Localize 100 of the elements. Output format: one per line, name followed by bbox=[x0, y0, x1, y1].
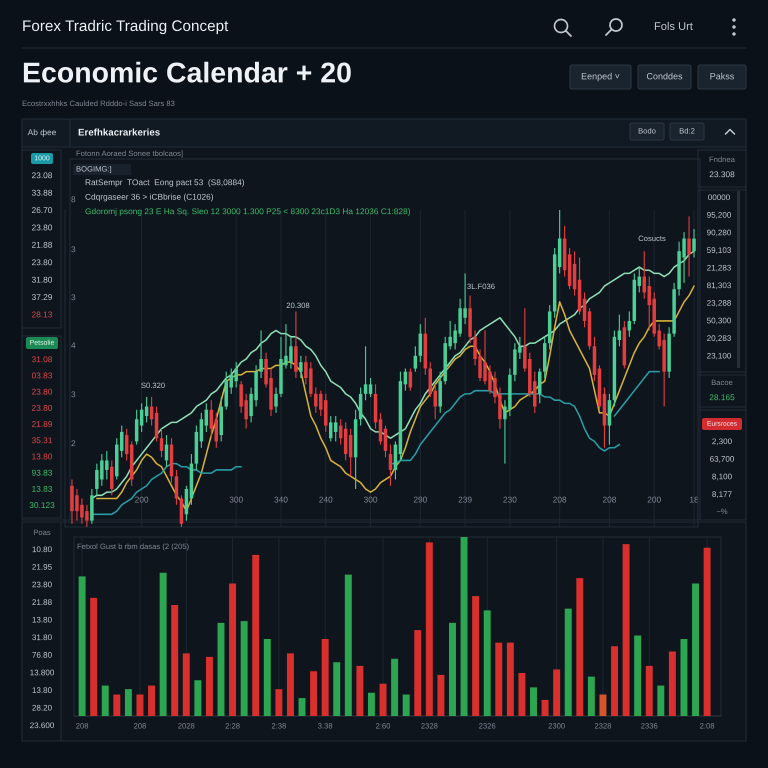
bar bbox=[136, 694, 144, 716]
bar bbox=[646, 666, 653, 716]
text: Cdqrgaseer 36 > iCBbrise (C1026) bbox=[85, 194, 214, 202]
text: 23.80 bbox=[32, 404, 52, 411]
candlestick bbox=[414, 346, 418, 372]
bar bbox=[680, 639, 688, 716]
x-tick-label: 290 bbox=[414, 496, 427, 503]
bar bbox=[391, 658, 398, 716]
text: 81,303 bbox=[707, 282, 731, 290]
candlestick bbox=[692, 228, 696, 258]
candlestick bbox=[418, 324, 422, 363]
bar bbox=[333, 662, 340, 716]
annotation: 3 bbox=[71, 294, 76, 300]
bar bbox=[356, 666, 364, 716]
bar bbox=[240, 621, 248, 716]
annotation: Gdoromj psong 23 E Ha Sq. Sleo 12 3000 1.300 P25 < 8300 23c1D3 Ha 12036 C1:828) bbox=[85, 208, 410, 216]
text: 63,700 bbox=[710, 456, 734, 463]
text: Ab фее bbox=[28, 129, 56, 137]
text: 90,280 bbox=[707, 230, 732, 236]
candlestick bbox=[687, 216, 691, 278]
text: Economic Calendar + 20 bbox=[24, 62, 351, 83]
annotation: 4 bbox=[71, 342, 76, 348]
x-tick-label: 200 bbox=[648, 496, 661, 503]
bar bbox=[182, 653, 190, 716]
bar bbox=[194, 680, 202, 716]
bar bbox=[449, 622, 456, 716]
bar bbox=[437, 674, 444, 716]
bar bbox=[553, 669, 560, 716]
bar bbox=[298, 698, 306, 716]
text: 26.70 bbox=[32, 207, 52, 214]
text: 93.83 bbox=[32, 470, 52, 476]
text: 21.88 bbox=[32, 242, 52, 248]
bar bbox=[344, 574, 352, 716]
annotation: 2 bbox=[71, 440, 76, 446]
bar bbox=[530, 687, 537, 716]
bar bbox=[206, 656, 213, 716]
text: Pakss bbox=[710, 72, 734, 80]
text: 21.95 bbox=[32, 564, 52, 570]
text: Eenped ˅ bbox=[582, 72, 620, 82]
text: 50,300 bbox=[707, 318, 732, 324]
candlestick bbox=[164, 434, 168, 468]
text: 21,283 bbox=[707, 264, 731, 272]
text: 23.08 bbox=[32, 172, 52, 178]
text: 23,288 bbox=[707, 300, 731, 307]
bar bbox=[692, 584, 700, 716]
text: Forex Tradric Trading Concept bbox=[23, 20, 228, 34]
text: 8,177 bbox=[712, 491, 732, 498]
text: 8,100 bbox=[712, 474, 732, 480]
text: 10.80 bbox=[32, 546, 52, 552]
text: 13.80 bbox=[32, 687, 52, 693]
bar bbox=[542, 700, 549, 716]
bar bbox=[148, 686, 156, 716]
bar bbox=[102, 686, 109, 716]
candlestick bbox=[174, 469, 178, 506]
text: RatSempr TOact Eong pact 53 (S8,0884) bbox=[86, 179, 244, 187]
text: 31.80 bbox=[32, 276, 52, 283]
text: 13.800 bbox=[30, 670, 54, 676]
text: 23.308 bbox=[710, 171, 734, 178]
text: 13.80 bbox=[32, 616, 52, 623]
bar bbox=[518, 673, 526, 716]
annotation: 3 bbox=[71, 391, 76, 398]
text: Fols Urt bbox=[654, 22, 693, 30]
x-tick-label: 230 bbox=[503, 496, 517, 503]
candlestick bbox=[388, 444, 392, 486]
bar bbox=[160, 572, 167, 716]
candlestick bbox=[299, 355, 303, 379]
bar bbox=[90, 598, 98, 716]
bar bbox=[426, 542, 433, 716]
text: 20,283 bbox=[707, 335, 731, 342]
bar bbox=[124, 689, 132, 716]
candlestick bbox=[110, 460, 114, 496]
bar bbox=[368, 692, 375, 716]
bar bbox=[506, 642, 514, 716]
text: 76.80 bbox=[32, 652, 52, 658]
candlestick bbox=[628, 310, 632, 338]
text: 23.80 bbox=[32, 224, 52, 230]
bar bbox=[171, 605, 178, 716]
bar bbox=[704, 548, 711, 716]
text: 28.20 bbox=[32, 704, 52, 711]
text: 35.31 bbox=[32, 437, 52, 444]
text: 13.80 bbox=[32, 454, 52, 460]
bar bbox=[380, 684, 387, 716]
x-tick-label: 208 bbox=[553, 496, 566, 503]
text: 13.83 bbox=[32, 486, 52, 492]
candlestick bbox=[259, 330, 263, 379]
bar bbox=[460, 537, 468, 716]
bar bbox=[634, 635, 642, 716]
bar bbox=[218, 622, 224, 716]
text: 03.83 bbox=[32, 372, 52, 378]
candlestick bbox=[408, 368, 412, 392]
bar bbox=[275, 689, 282, 716]
text: 23,100 bbox=[707, 352, 732, 360]
candlestick bbox=[160, 428, 164, 458]
text: Conddes bbox=[646, 72, 682, 80]
text: 33.88 bbox=[32, 190, 52, 196]
text: 28.165 bbox=[710, 394, 734, 400]
x-tick-label: 239 bbox=[458, 496, 472, 503]
x-tick-label: 300 bbox=[364, 496, 378, 503]
text: 00000 bbox=[708, 194, 730, 200]
bar bbox=[252, 554, 260, 716]
